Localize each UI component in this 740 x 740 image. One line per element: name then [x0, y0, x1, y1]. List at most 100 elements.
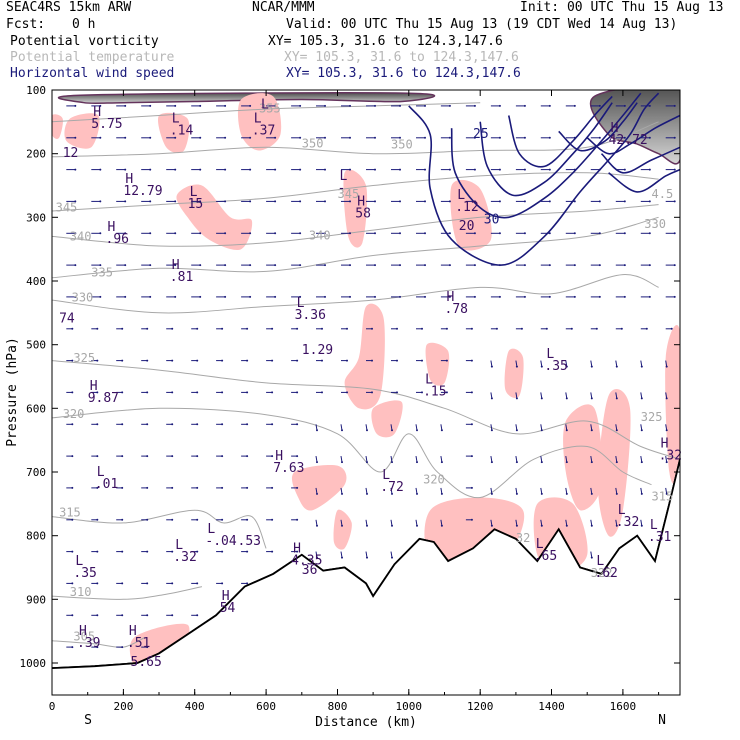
wind-vector-head — [470, 391, 473, 394]
wind-vector-head — [224, 200, 227, 203]
wind-vector-head — [324, 168, 326, 171]
wind-vector-head — [540, 461, 543, 464]
wind-vector-head — [96, 646, 99, 649]
wind-vector-head — [296, 486, 299, 489]
wind-vector — [315, 487, 318, 494]
pv-region — [504, 348, 524, 398]
wind-vector-head — [548, 104, 551, 107]
wind-vector-head — [520, 327, 523, 330]
wind-vector-head — [515, 492, 518, 495]
wind-vector-head — [274, 104, 277, 107]
wind-vector-head — [296, 550, 299, 553]
model-name: SEAC4RS 15km ARW — [6, 0, 132, 15]
wind-vector-head — [296, 391, 299, 394]
wind-vector-head — [316, 492, 318, 495]
wind-vector-head — [99, 136, 102, 139]
wind-vector-head — [271, 391, 274, 394]
pv-extremum-value: .01 — [95, 477, 118, 492]
wind-vector-head — [274, 136, 277, 139]
wind-vector-head — [374, 295, 376, 298]
wind-vector-head — [640, 524, 643, 527]
wind-vector-head — [321, 359, 323, 362]
wind-vector-head — [224, 168, 227, 171]
wind-vector-head — [673, 168, 676, 171]
wind-vector-head — [196, 327, 199, 330]
wind-vector-head — [615, 461, 618, 464]
wind-vector-head — [396, 391, 398, 394]
wind-vector-head — [366, 429, 368, 432]
wind-vector — [315, 519, 318, 526]
x-tick-label: 1000 — [396, 700, 423, 713]
wind-vector-head — [598, 200, 601, 203]
wind-vector-head — [324, 264, 326, 267]
wind-speed-contour — [507, 95, 613, 168]
wind-vector-head — [121, 614, 124, 617]
y-tick-label: 1000 — [20, 657, 47, 670]
wind-vector-head — [374, 136, 376, 139]
wind-vector-head — [96, 582, 99, 585]
theta-contour — [52, 274, 659, 314]
wind-vector-head — [99, 295, 102, 298]
wind-vector-head — [174, 104, 177, 107]
theta-label: 315 — [652, 490, 674, 504]
theta-label: 322 — [591, 566, 613, 580]
pv-extremum-type: H — [108, 220, 116, 235]
wind-vector — [590, 456, 593, 463]
wind-vector-head — [440, 461, 443, 464]
wind-vector-head — [296, 359, 299, 362]
wind-vector-head — [665, 397, 668, 400]
wind-vector — [665, 424, 668, 431]
pv-extremum-type: L — [340, 169, 348, 184]
pv-extremum-value: .78 — [445, 302, 468, 317]
wind-vector-head — [146, 423, 149, 426]
wind-vector-head — [171, 327, 174, 330]
pv-region — [158, 112, 190, 154]
wind-vector-head — [249, 200, 252, 203]
x-tick-label: 0 — [49, 700, 56, 713]
wind-vector-head — [374, 232, 376, 235]
pv-region — [333, 509, 352, 550]
wind-vector — [315, 424, 318, 431]
y-tick-label: 800 — [26, 530, 46, 543]
wind-vector — [640, 519, 643, 526]
wind-vector-head — [640, 429, 643, 432]
wind-vector-head — [648, 232, 651, 235]
wind-vector-head — [316, 524, 318, 527]
wind-vector-head — [199, 232, 202, 235]
wind-vector-head — [598, 136, 601, 139]
wind-vector-head — [199, 136, 202, 139]
pv-extremum-value: .32 — [173, 550, 196, 565]
wind-vector-head — [349, 136, 351, 139]
wind-vector-head — [424, 168, 426, 171]
pv-extremum-type: L — [546, 347, 554, 362]
wind-vector-head — [149, 136, 152, 139]
wind-vector — [590, 519, 593, 526]
wind-vector — [515, 424, 518, 431]
wind-vector-head — [640, 461, 643, 464]
wind-vector-head — [171, 455, 174, 458]
wind-vector-head — [590, 492, 593, 495]
pv-region — [450, 179, 492, 251]
pv-extremum-type: H — [661, 436, 669, 451]
wind-vector-head — [490, 461, 493, 464]
wind-vector — [315, 456, 318, 463]
wind-vector-head — [673, 104, 676, 107]
wind-vector-head — [341, 524, 343, 527]
x-end-label-north: N — [658, 713, 666, 728]
wind-vector-head — [396, 359, 398, 362]
fcst-value: 0 h — [72, 17, 96, 32]
plot-frame — [51, 89, 681, 696]
wind-vector-head — [296, 518, 299, 521]
theta-contour — [52, 216, 659, 279]
wind-vector-head — [615, 397, 618, 400]
wind-vector-head — [99, 200, 102, 203]
wind-vector-head — [299, 295, 302, 298]
wind-vector-head — [665, 429, 668, 432]
wind-vector-head — [673, 295, 676, 298]
wind-vector-head — [316, 461, 318, 464]
wind-vector-head — [171, 518, 174, 521]
wind-vector — [515, 360, 518, 367]
wind-vector — [565, 519, 568, 526]
wind-vector-head — [121, 550, 124, 553]
pv-region — [52, 114, 63, 139]
